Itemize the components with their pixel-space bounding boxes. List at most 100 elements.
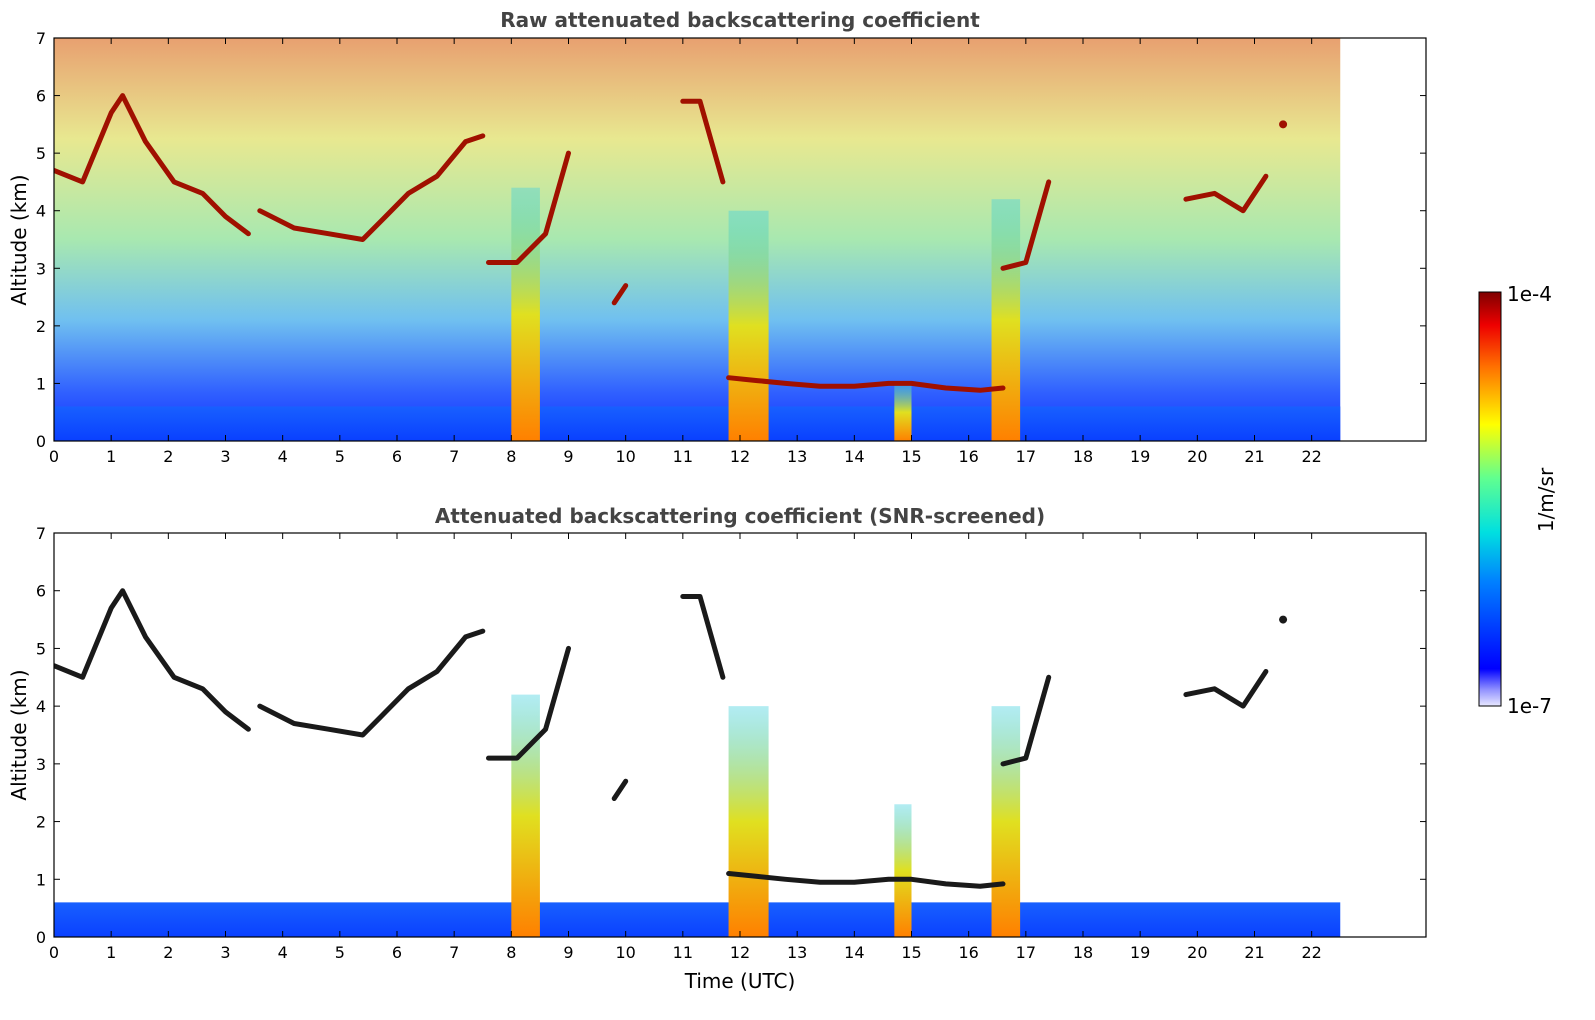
screened-x-tick-label: 7 bbox=[449, 943, 459, 962]
screened-x-tick-label: 18 bbox=[1073, 943, 1093, 962]
screened-x-tick-label: 21 bbox=[1244, 943, 1264, 962]
screened-x-axis: 0 1 2 3 4 5 6 7 8 9 10 11 12 13 14 15 16 17 18 19 20 21 22 bbox=[49, 533, 1322, 962]
raw-x-tick-label: 16 bbox=[958, 447, 978, 466]
colorbar: 1e-4 1e-7 1/m/sr bbox=[1478, 282, 1558, 718]
screened-x-tick-label: 2 bbox=[163, 943, 173, 962]
colorbar-max-label: 1e-4 bbox=[1507, 282, 1552, 306]
screened-x-tick-label: 9 bbox=[563, 943, 573, 962]
screened-x-tick-label: 13 bbox=[787, 943, 807, 962]
raw-cloud-layer bbox=[1183, 173, 1269, 214]
raw-x-tick-label: 0 bbox=[49, 447, 59, 466]
screened-y-tick-label: 1 bbox=[36, 870, 46, 889]
raw-x-tick-label: 10 bbox=[615, 447, 635, 466]
raw-x-tick-label: 3 bbox=[220, 447, 230, 466]
raw-cloud-layer bbox=[1000, 179, 1052, 271]
raw-x-tick-label: 17 bbox=[1016, 447, 1036, 466]
raw-backscatter-panel: Raw attenuated backscattering coefficien… bbox=[7, 8, 1427, 466]
screened-x-tick-label: 17 bbox=[1016, 943, 1036, 962]
screened-x-tick-label: 14 bbox=[844, 943, 864, 962]
raw-cloud-layer bbox=[726, 375, 1006, 393]
screened-backscatter-panel: Attenuated backscattering coefficient (S… bbox=[7, 504, 1427, 993]
raw-x-tick-label: 12 bbox=[730, 447, 750, 466]
raw-cloud-layer bbox=[54, 93, 251, 237]
screened-x-tick-label: 11 bbox=[673, 943, 693, 962]
raw-precipitation-column bbox=[728, 210, 769, 441]
raw-boundary-layer bbox=[54, 406, 1341, 441]
raw-cloud-layer bbox=[680, 98, 726, 185]
raw-y-tick-label: 5 bbox=[36, 144, 46, 163]
screened-x-tick-label: 8 bbox=[506, 943, 516, 962]
raw-x-tick-label: 21 bbox=[1244, 447, 1264, 466]
raw-x-tick-label: 5 bbox=[335, 447, 345, 466]
raw-x-tick-label: 15 bbox=[901, 447, 921, 466]
raw-y-tick-label: 7 bbox=[36, 29, 46, 48]
colorbar-min-label: 1e-7 bbox=[1507, 694, 1552, 718]
raw-x-tick-label: 22 bbox=[1301, 447, 1321, 466]
raw-panel-title: Raw attenuated backscattering coefficien… bbox=[500, 8, 980, 32]
screened-x-tick-label: 20 bbox=[1187, 943, 1207, 962]
screened-y-tick-label: 2 bbox=[36, 813, 46, 832]
screened-x-tick-label: 5 bbox=[335, 943, 345, 962]
screened-x-tick-label: 16 bbox=[958, 943, 978, 962]
raw-heatmap bbox=[54, 38, 1341, 441]
screened-x-tick-label: 1 bbox=[106, 943, 116, 962]
screened-y-tick-label: 7 bbox=[36, 524, 46, 543]
raw-y-tick-label: 3 bbox=[36, 259, 46, 278]
raw-precipitation-column bbox=[894, 383, 912, 441]
raw-x-tick-label: 9 bbox=[563, 447, 573, 466]
screened-cloud-layer bbox=[1279, 615, 1288, 624]
screened-precipitation-column bbox=[894, 804, 912, 937]
x-axis-label: Time (UTC) bbox=[684, 969, 796, 993]
screened-y-tick-label: 0 bbox=[36, 928, 46, 947]
screened-y-tick-label: 4 bbox=[36, 697, 46, 716]
raw-x-tick-label: 6 bbox=[392, 447, 402, 466]
raw-x-tick-label: 1 bbox=[106, 447, 116, 466]
screened-cloud-layer bbox=[680, 594, 726, 680]
raw-y-tick-label: 1 bbox=[36, 374, 46, 393]
screened-precipitation-column bbox=[511, 694, 540, 937]
screened-boundary-layer bbox=[54, 902, 1341, 937]
screened-panel-title: Attenuated backscattering coefficient (S… bbox=[435, 504, 1045, 528]
raw-cloud-layer bbox=[1279, 120, 1288, 129]
screened-cloud-layer bbox=[611, 778, 629, 801]
screened-y-tick-label: 6 bbox=[36, 582, 46, 601]
raw-x-tick-label: 20 bbox=[1187, 447, 1207, 466]
raw-cloud-layer bbox=[611, 283, 629, 306]
raw-y-tick-label: 6 bbox=[36, 87, 46, 106]
screened-heatmap bbox=[54, 588, 1341, 937]
raw-x-tick-label: 7 bbox=[449, 447, 459, 466]
screened-cloud-layer bbox=[257, 628, 486, 738]
screened-x-tick-label: 3 bbox=[220, 943, 230, 962]
raw-y-axis-label: Altitude (km) bbox=[7, 174, 31, 305]
raw-x-tick-label: 13 bbox=[787, 447, 807, 466]
raw-precipitation-column bbox=[991, 199, 1021, 441]
screened-x-tick-label: 22 bbox=[1301, 943, 1321, 962]
screened-y-tick-label: 3 bbox=[36, 755, 46, 774]
raw-x-tick-label: 4 bbox=[278, 447, 288, 466]
screened-x-tick-label: 10 bbox=[615, 943, 635, 962]
raw-y-tick-label: 4 bbox=[36, 202, 46, 221]
raw-signal-background bbox=[54, 38, 1341, 441]
screened-cloud-layer bbox=[726, 871, 1006, 889]
screened-precipitation-column bbox=[991, 706, 1021, 937]
raw-x-tick-label: 2 bbox=[163, 447, 173, 466]
colorbar-gradient bbox=[1478, 291, 1502, 707]
raw-y-tick-label: 2 bbox=[36, 317, 46, 336]
raw-x-tick-label: 19 bbox=[1130, 447, 1150, 466]
screened-x-tick-label: 19 bbox=[1130, 943, 1150, 962]
screened-y-tick-label: 5 bbox=[36, 639, 46, 658]
raw-x-tick-label: 14 bbox=[844, 447, 864, 466]
screened-cloud-layer bbox=[1000, 674, 1052, 767]
screened-precipitation-column bbox=[728, 706, 769, 937]
raw-cloud-layer bbox=[257, 133, 486, 242]
screened-y-axis-label: Altitude (km) bbox=[7, 669, 31, 800]
screened-x-tick-label: 4 bbox=[278, 943, 288, 962]
screened-x-tick-label: 6 bbox=[392, 943, 402, 962]
screened-x-tick-label: 12 bbox=[730, 943, 750, 962]
screened-cloud-layer bbox=[486, 645, 571, 761]
screened-cloud-layer bbox=[1183, 669, 1269, 709]
colorbar-unit-label: 1/m/sr bbox=[1534, 467, 1558, 532]
raw-precipitation-column bbox=[511, 187, 540, 441]
raw-x-tick-label: 11 bbox=[673, 447, 693, 466]
